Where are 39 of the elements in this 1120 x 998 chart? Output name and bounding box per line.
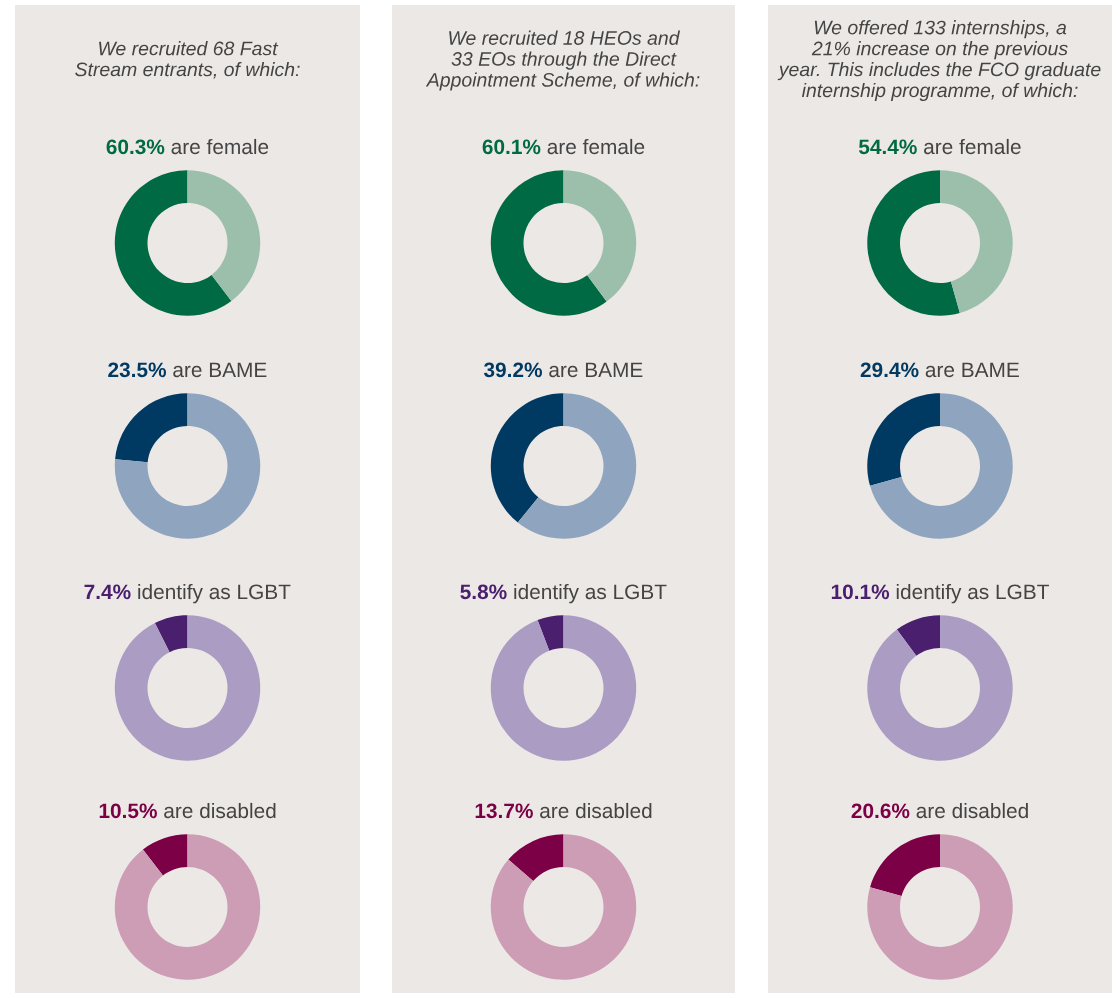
donut-slice	[490, 393, 564, 523]
chart-title: 10.1% identify as LGBT	[831, 583, 1049, 604]
donut-slice	[114, 615, 261, 761]
donut-slice	[114, 170, 232, 316]
donut-slice	[870, 393, 1013, 539]
chart-title: 13.7% are disabled	[475, 802, 652, 819]
donut-slice	[537, 615, 564, 651]
donut-slice	[114, 834, 261, 980]
donut-slice	[490, 834, 637, 980]
chart-title: 5.8% identify as LGBT	[460, 583, 667, 604]
donut-slice	[867, 393, 940, 486]
donut-slice	[940, 170, 1013, 313]
donut-slice	[517, 393, 637, 539]
chart-title: 7.4% identify as LGBT	[84, 583, 291, 604]
chart-title: 29.4% are BAME	[860, 362, 1019, 378]
text: We offered 133 internships, a 21% increase on the previous year. This includes the FCO graduate internship programme, of which:	[777, 20, 1101, 102]
donut-slice	[563, 170, 637, 302]
donut-slice	[115, 393, 188, 463]
chart-title: 23.5% are BAME	[108, 362, 267, 378]
text: We recruited 18 HEOs and 33 EOs through the Direct Appointment Scheme, of which:	[425, 30, 700, 91]
donut-slice	[142, 834, 188, 876]
donut-slice	[187, 170, 261, 302]
donut-slice	[114, 393, 261, 539]
donut-slice	[867, 170, 960, 316]
chart-title: 60.1% are female	[482, 138, 645, 155]
donut-slice	[867, 615, 1013, 761]
donut-slice	[154, 615, 188, 653]
donut-slice	[490, 170, 607, 316]
chart-title: 39.2% are BAME	[483, 362, 643, 378]
chart-title: 60.3% are female	[106, 138, 269, 155]
text: We recruited 68 Fast Stream entrants, of which:	[75, 41, 300, 79]
chart-title: 20.6% are disabled	[851, 802, 1028, 819]
donut-slice	[490, 615, 637, 761]
donut-slice	[870, 834, 940, 897]
chart-title: 54.4% are female	[858, 138, 1021, 155]
donut-slice	[896, 615, 940, 656]
chart-title: 10.5% are disabled	[99, 802, 276, 819]
donut-slice	[508, 834, 564, 881]
donut-slice	[867, 834, 1013, 980]
